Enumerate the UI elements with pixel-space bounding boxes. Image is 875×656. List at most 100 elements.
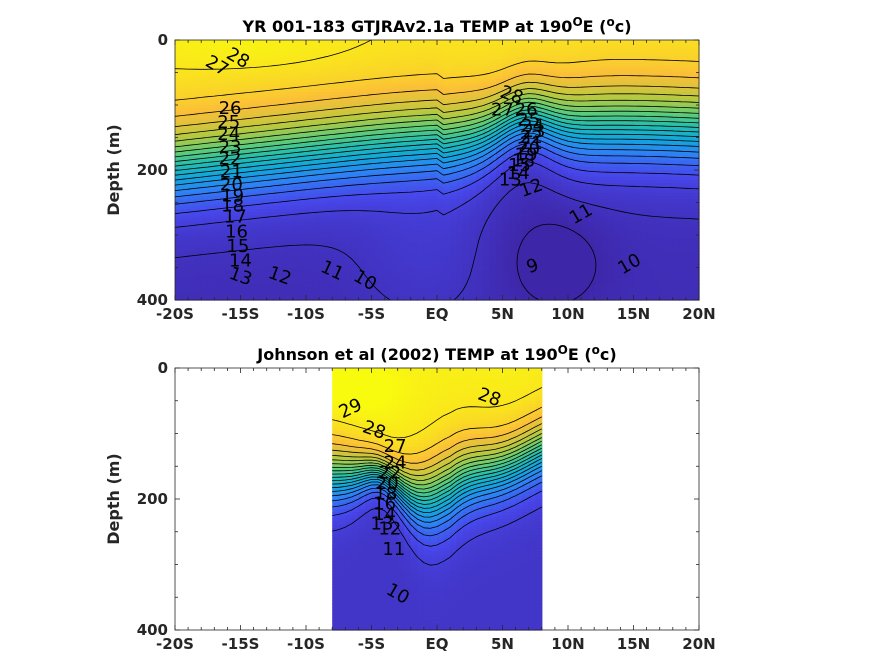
heatmap-cell [175,189,183,194]
heatmap-cell [201,59,209,64]
heatmap-cell [233,264,242,269]
heatmap-cell [469,66,477,70]
heatmap-cell [220,290,228,295]
heatmap-cell [325,160,333,165]
heatmap-cell [391,248,399,252]
heatmap-cell [410,140,418,145]
heatmap-cell [522,157,530,161]
heatmap-cell [463,238,471,243]
heatmap-cell [207,212,215,217]
heatmap-cell [535,277,543,282]
heatmap-cell [495,202,504,207]
heatmap-cell [306,66,314,70]
heatmap-cell [358,127,366,132]
heatmap-cell [515,189,523,194]
heatmap-cell [404,56,412,61]
heatmap-cell [299,62,307,67]
heatmap-cell [417,241,425,246]
heatmap-cell [561,267,569,272]
heatmap-cell [227,235,235,239]
heatmap-cell [260,183,268,187]
heatmap-cell [404,228,412,233]
heatmap-cell [568,79,576,83]
heatmap-cell [548,160,556,165]
heatmap-cell [568,105,576,109]
heatmap-cell [528,215,536,220]
heatmap-cell [391,114,399,119]
heatmap-cell [423,218,432,223]
heatmap-cell [207,118,215,122]
heatmap-cell [319,277,327,282]
heatmap-cell [233,251,242,256]
heatmap-cell [312,40,320,44]
heatmap-cell [404,205,412,210]
heatmap-cell [299,186,307,191]
heatmap-cell [528,225,536,230]
heatmap-cell [292,189,301,194]
heatmap-cell [371,179,379,184]
heatmap-cell [207,170,215,174]
heatmap-cell [292,157,301,161]
heatmap-cell [188,173,196,178]
heatmap-cell [410,228,418,233]
heatmap-cell [522,202,530,207]
heatmap-cell [227,261,235,265]
heatmap-cell [541,238,549,243]
heatmap-cell [338,270,346,275]
heatmap-cell [181,228,189,233]
heatmap-cell [535,225,543,230]
heatmap-cell [443,53,451,57]
heatmap-cell [201,137,209,142]
heatmap-cell [482,287,490,291]
heatmap-cell [181,186,189,191]
heatmap-cell [273,105,281,109]
heatmap-cell [456,166,464,171]
heatmap-cell [476,196,484,200]
heatmap-cell [358,153,366,158]
heatmap-cell [397,98,405,103]
heatmap-cell [515,287,523,291]
heatmap-cell [207,215,215,220]
heatmap-cell [338,218,346,223]
heatmap-cell [574,264,582,269]
heatmap-cell [332,46,340,51]
heatmap-cell [292,101,301,106]
heatmap-cell [568,170,576,174]
heatmap-cell [273,66,281,70]
heatmap-cell [391,183,399,187]
heatmap-cell [351,101,359,106]
heatmap-cell [568,218,576,223]
heatmap-cell [463,189,471,194]
heatmap-cell [207,270,215,275]
heatmap-cell [273,56,281,61]
heatmap-cell [351,82,359,87]
heatmap-cell [286,150,294,155]
heatmap-cell [561,261,569,265]
heatmap-cell [476,215,484,220]
heatmap-cell [515,121,523,126]
heatmap-cell [554,274,563,278]
heatmap-cell [509,150,517,155]
heatmap-cell [469,244,477,249]
heatmap-cell [332,40,340,44]
heatmap-cell [404,244,412,249]
heatmap-cell [227,192,235,197]
heatmap-cell [423,287,432,291]
heatmap-cell [410,176,418,181]
heatmap-cell [371,121,379,126]
heatmap-cell [306,280,314,285]
heatmap-cell [469,40,477,44]
heatmap-cell [502,183,510,187]
heatmap-cell [404,92,412,96]
heatmap-cell [188,254,196,259]
heatmap-cell [378,98,386,103]
heatmap-cell [554,56,563,61]
heatmap-cell [528,46,536,51]
heatmap-cell [541,173,549,178]
heatmap-cell [397,225,405,230]
heatmap-cell [233,179,242,184]
heatmap-cell [423,92,432,96]
heatmap-cell [397,49,405,54]
heatmap-cell [201,147,209,152]
heatmap-cell [338,166,346,171]
